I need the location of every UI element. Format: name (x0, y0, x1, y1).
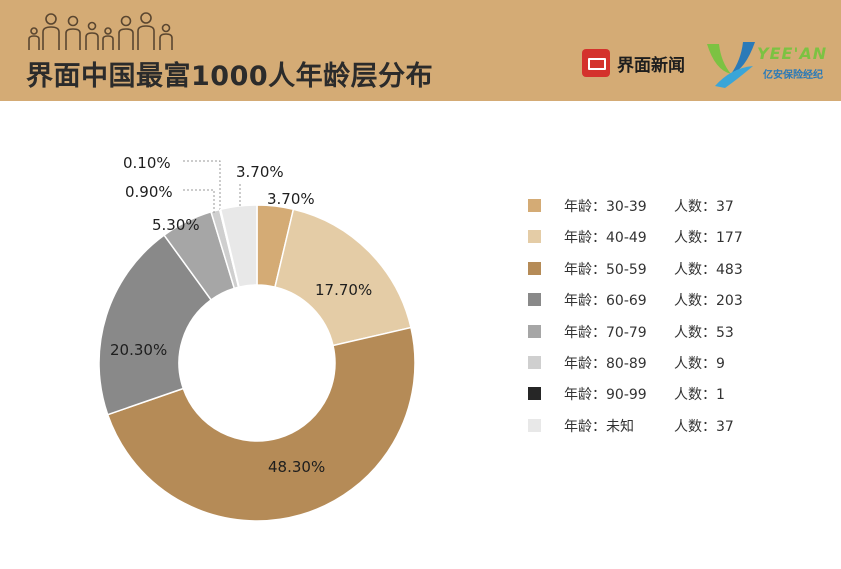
slice-3 (106, 326, 416, 522)
legend-count-label: 人数：9 (674, 355, 725, 372)
people-icon (28, 12, 173, 50)
legend-swatch (528, 293, 541, 307)
yeean-logo-subtitle: 亿安保险经纪 (763, 70, 823, 81)
data-label-7: 0.10% (123, 154, 171, 172)
legend-swatch (528, 387, 541, 401)
legend-count-label: 人数：483 (674, 261, 743, 278)
legend-swatch (528, 355, 541, 369)
legend-swatch (528, 324, 541, 338)
jiemian-logo-icon (582, 49, 610, 77)
legend-age-label: 年龄：80-89 (564, 355, 647, 372)
data-label-1: 3.70% (267, 190, 315, 208)
legend-age-label: 年龄：30-39 (564, 199, 647, 215)
data-label-6: 0.90% (125, 183, 173, 201)
slice-4 (98, 234, 213, 416)
slice-2 (274, 208, 412, 347)
donut-chart: 3.70% 17.70% 48.30% 20.30% 5.30% 0.90% 0.10% 3.… (98, 154, 416, 522)
legend-count-label: 人数：203 (674, 293, 743, 310)
jiemian-news-logo: 界面新闻 (582, 49, 685, 77)
data-label-5: 5.30% (152, 216, 200, 234)
slice-8 (219, 204, 258, 289)
legend-swatch (528, 418, 541, 432)
leader-line-7 (183, 160, 221, 212)
legend-swatch (528, 261, 541, 275)
legend-age-label: 年龄：70-79 (564, 324, 647, 341)
legend-age-label: 年龄：40-49 (564, 230, 647, 247)
data-label-4: 20.30% (110, 341, 167, 359)
jiemian-logo-text: 界面新闻 (617, 55, 685, 76)
yeean-logo-title: YEE'AN (757, 44, 828, 63)
page-title: 界面中国最富1000人年龄层分布 (26, 61, 434, 92)
legend-count-label: 人数：177 (674, 230, 743, 247)
legend-age-label: 年龄：90-99 (564, 387, 647, 404)
legend-age-label: 年龄：50-59 (564, 261, 647, 278)
leader-line-6 (183, 189, 215, 214)
legend-count-label: 人数：37 (674, 418, 734, 435)
legend-swatch (528, 199, 541, 212)
legend-swatch (528, 230, 541, 244)
legend-count-label: 人数：53 (674, 324, 734, 341)
header-banner: 界面中国最富1000人年龄层分布 界面新闻 YEE'AN 亿安保险经纪 (0, 0, 841, 101)
data-label-2: 17.70% (315, 281, 372, 299)
legend-count-label: 人数：1 (674, 387, 725, 404)
legend-age-label: 年龄：未知 (564, 418, 634, 435)
data-label-8: 3.70% (236, 163, 284, 181)
yeean-logo-icon (707, 42, 755, 88)
legend-age-label: 年龄：60-69 (564, 293, 647, 310)
legend-count-label: 人数：37 (674, 199, 734, 215)
data-label-3: 48.30% (268, 458, 325, 476)
yeean-logo: YEE'AN 亿安保险经纪 (705, 40, 830, 90)
